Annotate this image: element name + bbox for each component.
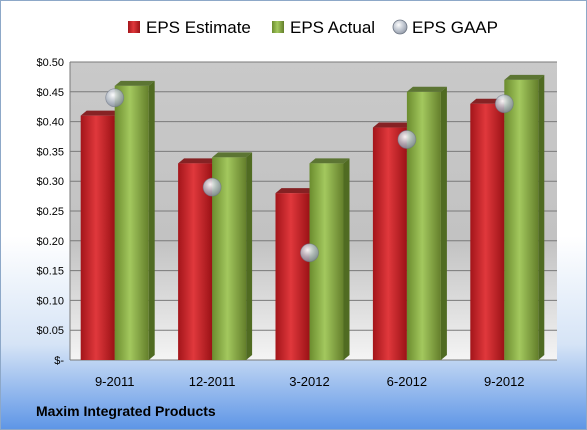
legend-label: EPS GAAP [412,18,498,37]
bar-eps-estimate-top [80,110,121,116]
bar-eps-estimate-top [372,122,413,128]
y-tick-label: $0.15 [36,266,64,278]
bar-eps-estimate [275,193,310,360]
company-name: Maxim Integrated Products [36,403,216,419]
marker-eps-gaap [494,94,514,114]
y-tick-label: $0.50 [36,57,64,69]
legend-swatch [392,19,408,35]
bar-eps-actual-top [212,152,253,158]
bar-eps-actual [504,79,539,360]
bar-eps-actual-side [538,74,545,360]
legend-swatch [272,21,284,33]
marker-eps-gaap [202,177,222,197]
marker-eps-gaap [105,88,125,108]
y-tick-label: $- [54,355,64,367]
legend-label: EPS Actual [290,18,375,37]
bar-eps-estimate [372,127,407,360]
bar-eps-actual-side [246,152,253,360]
x-tick-label: 3-2012 [289,374,329,389]
bar-eps-estimate-top [178,158,219,164]
marker-eps-gaap [397,130,417,149]
x-axis-ticks: 9-2011 12-2011 3-2012 6-2012 9-2012 [95,374,525,389]
bar-eps-actual [309,163,344,360]
y-tick-label: $0.45 [36,87,64,99]
legend-swatch [128,21,140,33]
bar-eps-actual-top [309,158,350,164]
x-tick-label: 12-2011 [189,374,236,389]
bar-eps-actual-top [114,80,155,86]
y-axis-ticks: $- $0.05 $0.10 $0.15 $0.20 $0.25 $0.30 $0.35 $0.… [36,57,64,367]
legend: EPS Estimate EPS Actual EPS GAAP [128,18,498,37]
bar-eps-estimate [470,103,505,360]
bar-eps-actual-side [440,86,447,361]
bar-eps-actual [114,85,149,360]
y-tick-label: $0.35 [36,146,64,158]
y-tick-label: $0.05 [36,325,64,337]
x-tick-label: 9-2011 [95,374,135,389]
x-tick-label: 6-2012 [387,374,427,389]
y-tick-label: $0.10 [36,295,64,307]
bar-eps-estimate-top [275,188,316,194]
bar-eps-actual-top [406,86,447,92]
gaap-markers [105,88,514,263]
y-tick-label: $0.40 [36,117,64,129]
bar-eps-actual-side [343,158,350,360]
bar-eps-estimate [80,115,115,360]
bar-eps-estimate [178,163,213,360]
y-tick-label: $0.30 [36,176,64,188]
x-tick-label: 9-2012 [484,374,524,389]
bar-eps-actual-side [148,80,155,360]
bar-eps-actual-top [504,74,545,80]
marker-eps-gaap [300,243,319,263]
legend-label: EPS Estimate [146,18,251,37]
y-tick-label: $0.25 [36,206,64,218]
y-tick-label: $0.20 [36,236,64,248]
